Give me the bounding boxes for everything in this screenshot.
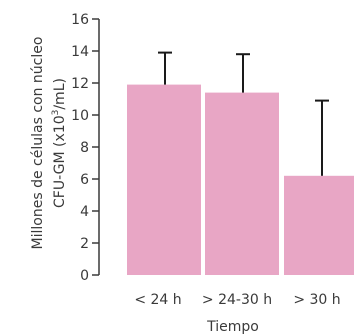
y-axis-title-line-1: Millones de células con núcleo [30,37,46,250]
x-tick-label: < 24 h [134,292,181,308]
x-tick-label: > 24-30 h [202,292,272,308]
y-tick-label: 8 [80,140,89,156]
y-tick-label: 12 [71,76,89,92]
y-tick-label: 14 [71,44,89,60]
y-axis-title-line-2: CFU-GM (x103/mL) [51,78,68,208]
y-axis-title: Millones de células con núcleo CFU-GM (x… [30,37,68,250]
bar [284,175,354,275]
y-axis-title-unit-prefix: CFU-GM (x10 [52,115,68,208]
y-axis-title-unit-exponent: 3 [51,110,61,116]
bar [127,84,201,275]
x-tick-label: > 30 h [293,292,340,308]
y-tick-label: 10 [71,108,89,124]
x-axis-title: Tiempo [206,319,259,335]
y-axis-ticks: 0 2 4 6 8 10 12 14 16 [71,12,99,284]
bar [205,92,279,275]
y-tick-label: 16 [71,12,89,28]
y-axis-title-unit-suffix: /mL) [52,78,68,110]
x-axis-tick-labels: < 24 h > 24-30 h > 30 h [134,292,340,308]
y-tick-label: 0 [80,268,89,284]
y-tick-label: 2 [80,236,89,252]
y-tick-label: 4 [80,204,89,220]
bars [127,51,354,275]
y-tick-label: 6 [80,172,89,188]
